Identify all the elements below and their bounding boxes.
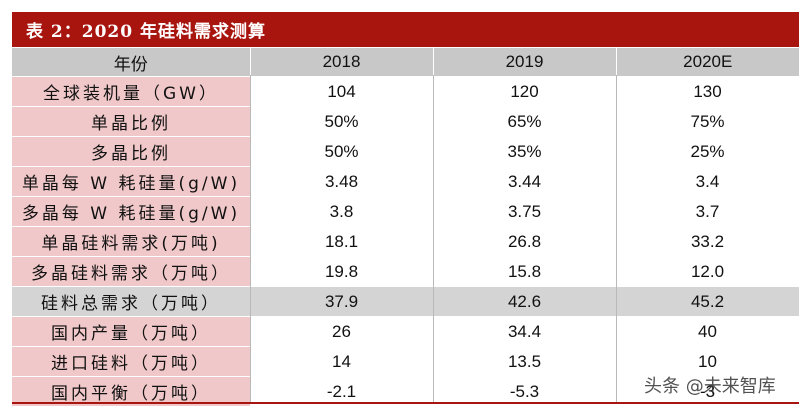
cell-value: 50% bbox=[250, 136, 433, 167]
table-row: 多晶硅料需求（万吨） 19.8 15.8 12.0 bbox=[12, 256, 799, 287]
cell-value: 104 bbox=[250, 76, 433, 107]
cell-value: 65% bbox=[433, 106, 616, 137]
cell-value: 26.8 bbox=[433, 226, 616, 257]
table-row: 全球装机量（GW） 104 120 130 bbox=[12, 76, 799, 107]
row-label: 多晶每 W 耗硅量(g/W) bbox=[12, 196, 250, 227]
cell-value: -5.3 bbox=[433, 376, 616, 406]
row-label: 单晶硅料需求(万吨) bbox=[12, 226, 250, 257]
cell-value: 3.7 bbox=[616, 196, 799, 227]
cell-value: 75% bbox=[616, 106, 799, 137]
table-title: 表 2：2020 年硅料需求测算 bbox=[12, 12, 799, 47]
header-cell-year: 年份 bbox=[12, 47, 250, 77]
cell-value: 14 bbox=[250, 346, 433, 377]
cell-value: 37.9 bbox=[250, 286, 433, 317]
cell-value: 13.5 bbox=[433, 346, 616, 377]
table-row: 多晶每 W 耗硅量(g/W) 3.8 3.75 3.7 bbox=[12, 196, 799, 227]
cell-value: 33.2 bbox=[616, 226, 799, 257]
header-cell-2020e: 2020E bbox=[615, 47, 799, 77]
row-label: 硅料总需求（万吨） bbox=[12, 286, 250, 317]
cell-value: 3.4 bbox=[616, 166, 799, 197]
row-label: 单晶比例 bbox=[12, 106, 250, 137]
table-row: 单晶比例 50% 65% 75% bbox=[12, 106, 799, 137]
row-label: 多晶比例 bbox=[12, 136, 250, 167]
cell-value: 35% bbox=[433, 136, 616, 167]
cell-value: 15.8 bbox=[433, 256, 616, 287]
cell-value: 3.44 bbox=[433, 166, 616, 197]
cell-value: 18.1 bbox=[250, 226, 433, 257]
row-label: 多晶硅料需求（万吨） bbox=[12, 256, 250, 287]
header-cell-2019: 2019 bbox=[432, 47, 616, 77]
silicon-demand-table: 年份 2018 2019 2020E 全球装机量（GW） 104 120 130… bbox=[12, 47, 799, 406]
cell-value: 19.8 bbox=[250, 256, 433, 287]
table-row: 进口硅料（万吨） 14 13.5 10 bbox=[12, 346, 799, 377]
watermark: 头条 @未来智库 bbox=[644, 376, 776, 397]
table-row: 多晶比例 50% 35% 25% bbox=[12, 136, 799, 167]
cell-value: 26 bbox=[250, 316, 433, 347]
cell-value: 45.2 bbox=[616, 286, 799, 317]
cell-value: 50% bbox=[250, 106, 433, 137]
cell-value: -2.1 bbox=[250, 376, 433, 406]
table-row: 单晶硅料需求(万吨) 18.1 26.8 33.2 bbox=[12, 226, 799, 257]
cell-value: 3.48 bbox=[250, 166, 433, 197]
cell-value: 42.6 bbox=[433, 286, 616, 317]
cell-value: 12.0 bbox=[616, 256, 799, 287]
cell-value: 3.75 bbox=[433, 196, 616, 227]
cell-value: 120 bbox=[433, 76, 616, 107]
table-row: 国内产量（万吨） 26 34.4 40 bbox=[12, 316, 799, 347]
row-label: 国内平衡（万吨） bbox=[12, 376, 250, 406]
row-label: 国内产量（万吨） bbox=[12, 316, 250, 347]
bottom-rule bbox=[12, 402, 799, 404]
cell-value: -3 bbox=[616, 376, 799, 406]
row-label: 进口硅料（万吨） bbox=[12, 346, 250, 377]
row-label: 单晶每 W 耗硅量(g/W) bbox=[12, 166, 250, 197]
cell-value: 130 bbox=[616, 76, 799, 107]
table-row-total: 硅料总需求（万吨） 37.9 42.6 45.2 bbox=[12, 286, 799, 317]
cell-value: 10 bbox=[616, 346, 799, 377]
header-row: 年份 2018 2019 2020E bbox=[12, 47, 799, 77]
table-row: 单晶每 W 耗硅量(g/W) 3.48 3.44 3.4 bbox=[12, 166, 799, 197]
cell-value: 34.4 bbox=[433, 316, 616, 347]
cell-value: 25% bbox=[616, 136, 799, 167]
cell-value: 40 bbox=[616, 316, 799, 347]
cell-value: 3.8 bbox=[250, 196, 433, 227]
row-label: 全球装机量（GW） bbox=[12, 76, 250, 107]
table-row: 国内平衡（万吨） -2.1 -5.3 -3 bbox=[12, 376, 799, 406]
header-cell-2018: 2018 bbox=[249, 47, 433, 77]
